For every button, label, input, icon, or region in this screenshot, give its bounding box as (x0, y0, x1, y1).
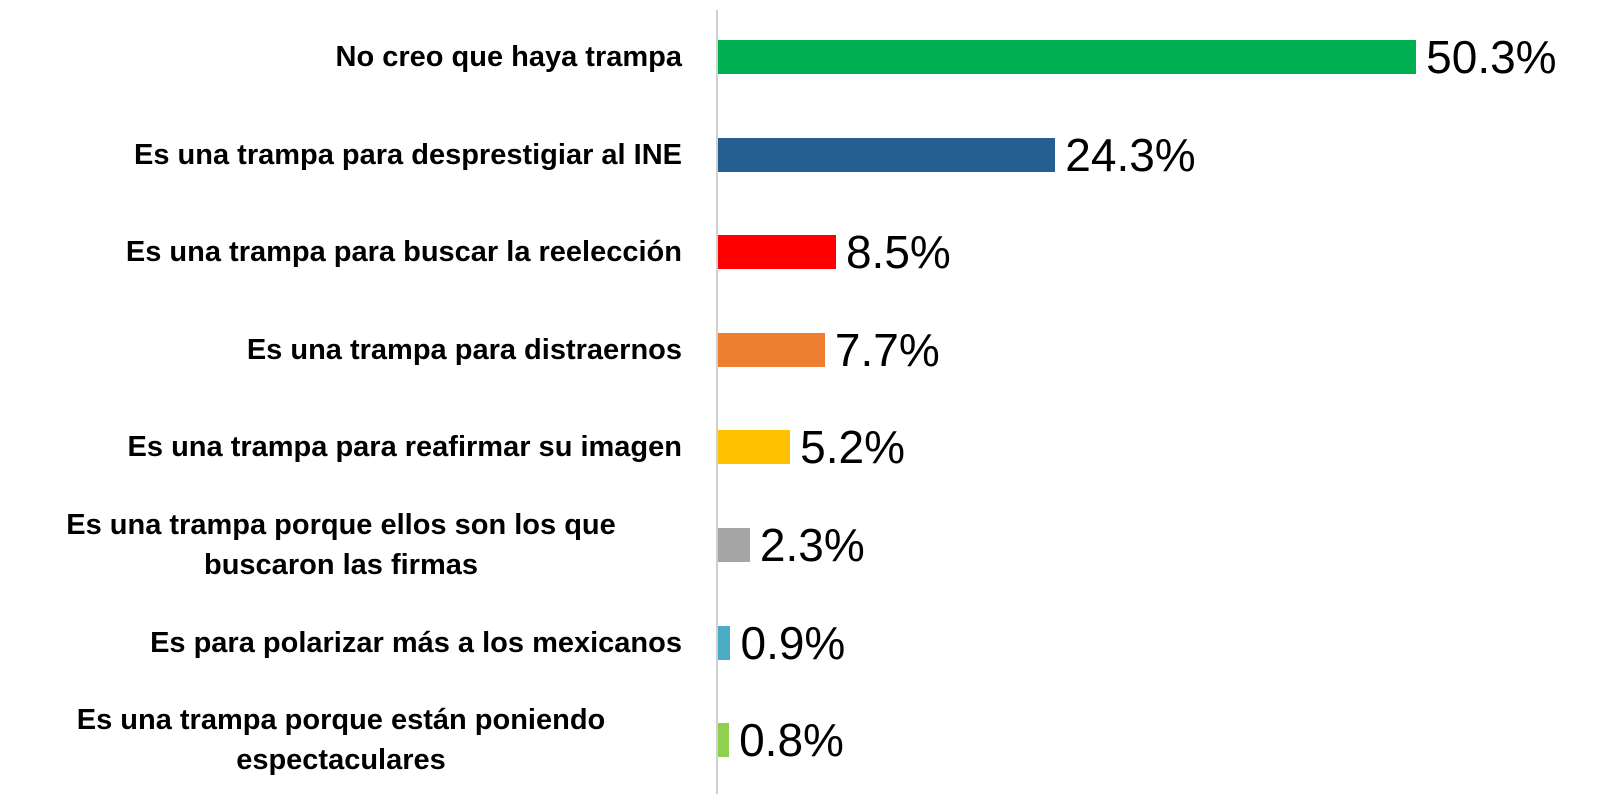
bar (718, 430, 791, 465)
value-label: 24.3% (1065, 128, 1196, 181)
category-label: Es una trampa para desprestigiar al INE (0, 135, 682, 175)
category-text: Es una trampa para reafirmar su imagen (127, 431, 682, 464)
bar (718, 332, 825, 367)
category-label: Es una trampa para distraernos (0, 330, 682, 370)
category-label: Es una trampa porque ellos son los que b… (0, 505, 682, 585)
category-label: Es una trampa para reafirmar su imagen (0, 427, 682, 467)
category-text: Es una trampa porque ellos son los que b… (66, 509, 616, 581)
value-label: 0.8% (739, 714, 844, 767)
value-label: 50.3% (1426, 31, 1557, 83)
bar (718, 235, 836, 270)
value-label: 5.2% (800, 421, 906, 474)
bar (718, 723, 730, 758)
category-text: Es para polarizar más a los mexicanos (150, 626, 682, 659)
category-text: Es una trampa para distraernos (246, 333, 682, 366)
category-label: No creo que haya trampa (0, 37, 683, 77)
value-label: 2.3% (759, 519, 865, 571)
category-label: Es una trampa porque están poniendo espe… (0, 700, 682, 780)
value-label: 0.9% (740, 616, 846, 669)
category-text: No creo que haya trampa (335, 41, 683, 73)
axis-line (716, 10, 718, 794)
bar (718, 625, 731, 660)
value-label: 7.7% (834, 323, 940, 376)
bar (718, 137, 1056, 172)
category-label: Es una trampa para buscar la reelección (0, 232, 682, 272)
category-text: Es una trampa porque están poniendo espe… (76, 704, 606, 777)
bar (718, 40, 1417, 74)
value-label: 8.5% (845, 226, 951, 279)
category-text: Es una trampa para buscar la reelección (125, 236, 682, 269)
bar (718, 528, 750, 562)
category-text: Es una trampa para desprestigiar al INE (134, 138, 682, 171)
category-label: Es para polarizar más a los mexicanos (0, 623, 682, 663)
